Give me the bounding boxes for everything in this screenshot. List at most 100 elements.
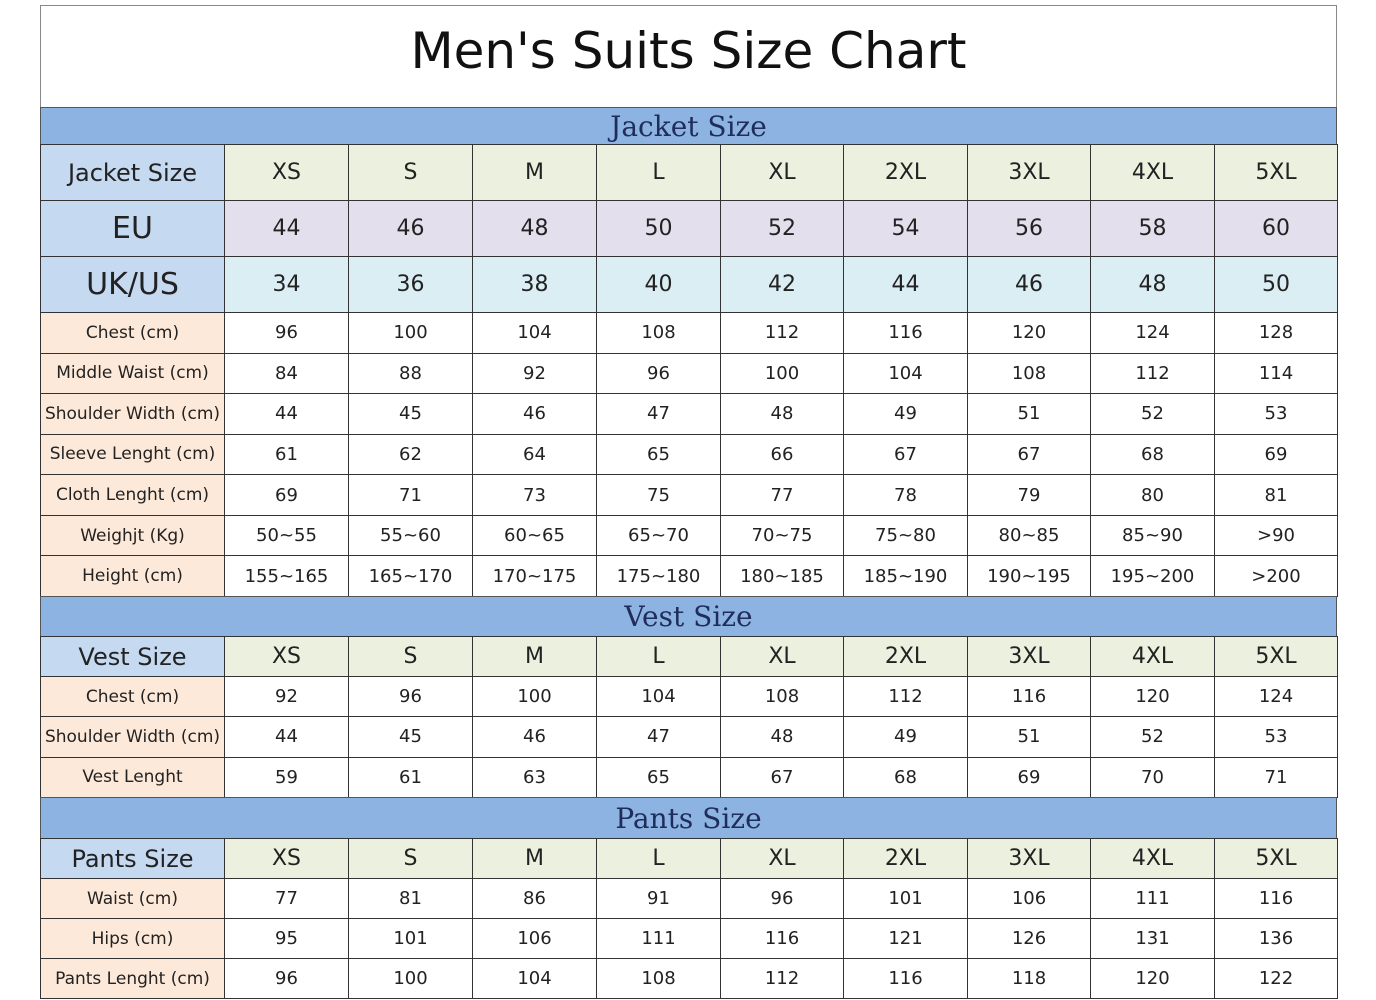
size-header: S: [348, 838, 473, 879]
row-label: Weighjt (Kg): [40, 514, 225, 557]
table-cell: 65: [596, 433, 721, 476]
table-cell: 46: [967, 256, 1091, 313]
row-label: Shoulder Width (cm): [40, 393, 225, 435]
size-header: M: [472, 144, 597, 201]
table-cell: 52: [1090, 393, 1215, 435]
row-label: Middle Waist (cm): [40, 352, 225, 395]
table-cell: 77: [720, 474, 844, 516]
table-cell: 104: [596, 676, 721, 718]
table-cell: 34: [224, 256, 349, 313]
table-cell: 190~195: [967, 555, 1091, 597]
table-cell: 40: [596, 256, 721, 313]
table-cell: 48: [1090, 256, 1215, 313]
table-cell: 48: [472, 200, 597, 257]
size-header: M: [472, 636, 597, 677]
size-header: S: [348, 636, 473, 677]
table-cell: 86: [472, 878, 597, 919]
table-cell: 116: [843, 958, 968, 999]
size-header: 4XL: [1090, 144, 1215, 201]
table-cell: 136: [1214, 918, 1338, 959]
table-cell: 42: [720, 256, 844, 313]
size-header: L: [596, 144, 721, 201]
table-cell: 108: [596, 312, 721, 354]
table-cell: >90: [1214, 514, 1338, 557]
table-cell: 50: [1214, 256, 1338, 313]
table-cell: 114: [1214, 352, 1338, 395]
table-cell: 80: [1090, 474, 1215, 516]
table-cell: 52: [1090, 716, 1215, 758]
table-cell: 100: [472, 676, 597, 718]
table-cell: 106: [472, 918, 597, 959]
table-cell: 68: [843, 756, 968, 798]
table-cell: 69: [224, 474, 349, 516]
table-cell: >200: [1214, 555, 1338, 597]
table-cell: 75: [596, 474, 721, 516]
table-cell: 51: [967, 393, 1091, 435]
table-cell: 71: [1214, 756, 1338, 798]
table-cell: 96: [720, 878, 844, 919]
size-header: XS: [224, 636, 349, 677]
table-cell: 84: [224, 352, 349, 395]
table-cell: 77: [224, 878, 349, 919]
row-label: Hips (cm): [40, 918, 225, 959]
size-header: 3XL: [967, 144, 1091, 201]
size-header: 5XL: [1214, 636, 1338, 677]
row-label: Pants Lenght (cm): [40, 958, 225, 999]
size-header: L: [596, 838, 721, 879]
table-cell: 71: [348, 474, 473, 516]
size-header: 2XL: [843, 636, 968, 677]
table-cell: 96: [596, 352, 721, 395]
table-cell: 116: [843, 312, 968, 354]
table-cell: 64: [472, 433, 597, 476]
table-cell: 165~170: [348, 555, 473, 597]
table-cell: 88: [348, 352, 473, 395]
table-cell: 46: [348, 200, 473, 257]
table-cell: 116: [967, 676, 1091, 718]
table-cell: 124: [1214, 676, 1338, 718]
size-header: XL: [720, 838, 844, 879]
table-cell: 47: [596, 716, 721, 758]
table-cell: 85~90: [1090, 514, 1215, 557]
size-header: XS: [224, 838, 349, 879]
table-cell: 69: [1214, 433, 1338, 476]
table-cell: 78: [843, 474, 968, 516]
table-cell: 52: [720, 200, 844, 257]
table-cell: 45: [348, 716, 473, 758]
size-header: M: [472, 838, 597, 879]
table-cell: 75~80: [843, 514, 968, 557]
size-header: 2XL: [843, 144, 968, 201]
table-cell: 79: [967, 474, 1091, 516]
table-cell: 46: [472, 393, 597, 435]
table-cell: 45: [348, 393, 473, 435]
table-cell: 38: [472, 256, 597, 313]
table-cell: 120: [1090, 676, 1215, 718]
table-cell: 63: [472, 756, 597, 798]
table-cell: 48: [720, 716, 844, 758]
table-cell: 73: [472, 474, 597, 516]
table-cell: 112: [720, 958, 844, 999]
row-label: Cloth Lenght (cm): [40, 474, 225, 516]
table-cell: 58: [1090, 200, 1215, 257]
table-cell: 54: [843, 200, 968, 257]
table-cell: 50~55: [224, 514, 349, 557]
table-cell: 65: [596, 756, 721, 798]
table-cell: 81: [348, 878, 473, 919]
table-cell: 56: [967, 200, 1091, 257]
size-header: 4XL: [1090, 636, 1215, 677]
size-header: 5XL: [1214, 838, 1338, 879]
table-cell: 116: [720, 918, 844, 959]
table-cell: 108: [967, 352, 1091, 395]
table-cell: 80~85: [967, 514, 1091, 557]
table-cell: 120: [1090, 958, 1215, 999]
table-cell: 96: [224, 312, 349, 354]
table-cell: 118: [967, 958, 1091, 999]
size-header: XL: [720, 636, 844, 677]
table-cell: 128: [1214, 312, 1338, 354]
table-cell: 106: [967, 878, 1091, 919]
table-cell: 100: [348, 312, 473, 354]
size-header: 4XL: [1090, 838, 1215, 879]
row-label: Shoulder Width (cm): [40, 716, 225, 758]
table-cell: 92: [472, 352, 597, 395]
table-cell: 60: [1214, 200, 1338, 257]
